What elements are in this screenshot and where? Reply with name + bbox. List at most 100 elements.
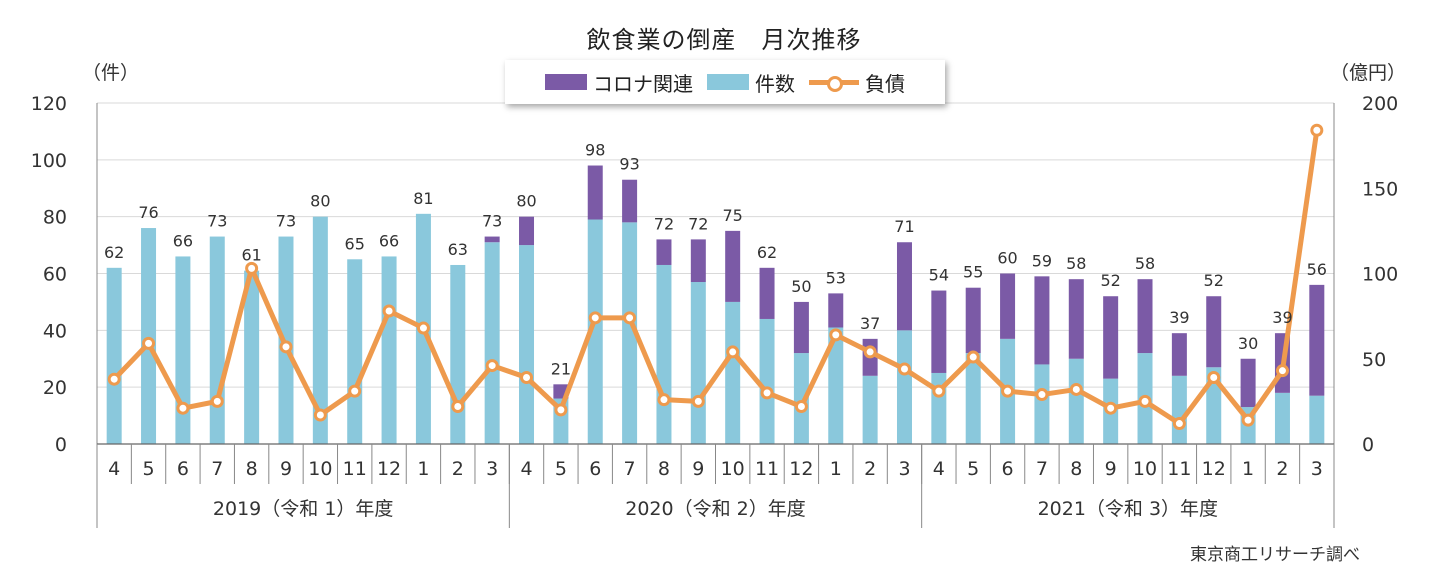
data-label-total: 72 <box>688 214 708 233</box>
legend-label-count: 件数 <box>755 71 795 96</box>
y-right-tick-label: 0 <box>1362 434 1374 456</box>
point-debt <box>1001 384 1015 398</box>
data-label-total: 58 <box>1135 254 1155 273</box>
bar-corona <box>1206 296 1222 368</box>
data-label-total: 62 <box>757 243 777 262</box>
x-tick-label: 9 <box>280 458 292 480</box>
bar-count <box>278 236 294 444</box>
bar-corona <box>519 216 535 246</box>
point-debt <box>794 399 808 413</box>
x-tick-label: 7 <box>211 458 223 480</box>
point-debt <box>142 336 156 350</box>
data-label-total: 72 <box>654 214 674 233</box>
data-label-total: 75 <box>723 206 743 225</box>
x-tick-label: 11 <box>1167 458 1191 480</box>
bar-count <box>1309 395 1325 444</box>
point-debt <box>1172 417 1186 431</box>
x-tick-label: 7 <box>1036 458 1048 480</box>
data-labels: 62 76 66 73 61 73 80 65 66 81 63 73 80 21 98 93 72 72 75 62… <box>104 141 1327 379</box>
bar-count <box>141 228 157 444</box>
data-label-total: 39 <box>1169 308 1189 327</box>
bar-corona <box>965 287 981 354</box>
legend-item-count: 件数 <box>707 68 795 97</box>
bar-count <box>793 353 809 444</box>
x-tick-label: 2 <box>864 458 876 480</box>
bar-corona <box>1034 276 1050 365</box>
bar-corona <box>1240 358 1256 408</box>
point-debt <box>760 386 774 400</box>
data-label-total: 52 <box>1100 271 1120 290</box>
bar-count <box>209 236 225 444</box>
x-tick-label: 2 <box>1276 458 1288 480</box>
x-tick-label: 12 <box>1202 458 1226 480</box>
bar-corona <box>1171 333 1187 376</box>
y-left-tick-label: 80 <box>43 207 67 229</box>
bar-count <box>965 353 981 444</box>
x-tick-label: 6 <box>177 458 189 480</box>
x-tick-label: 5 <box>142 458 154 480</box>
point-debt <box>348 384 362 398</box>
x-tick-label: 4 <box>933 458 945 480</box>
data-label-total: 73 <box>207 212 227 231</box>
bar-count <box>725 301 741 444</box>
bar-corona <box>656 239 672 265</box>
data-label-total: 21 <box>551 359 571 378</box>
data-label-total: 93 <box>619 155 639 174</box>
bar-corona <box>828 293 844 328</box>
x-tick-label: 9 <box>1105 458 1117 480</box>
point-debt <box>279 340 293 354</box>
y-right-tick-label: 200 <box>1362 93 1398 115</box>
legend-swatch-corona <box>545 74 587 90</box>
point-debt <box>554 403 568 417</box>
point-debt <box>1035 388 1049 402</box>
data-label-total: 54 <box>929 266 949 285</box>
bar-count <box>896 330 912 444</box>
point-debt <box>210 394 224 408</box>
x-tick-label: 10 <box>1133 458 1157 480</box>
point-debt <box>485 359 499 373</box>
source-note: 東京商工リサーチ調べ <box>1190 545 1360 565</box>
bar-corona <box>484 236 500 243</box>
data-label-total: 39 <box>1272 308 1292 327</box>
bar-count <box>381 256 397 444</box>
point-debt <box>932 384 946 398</box>
point-debt <box>1207 371 1221 385</box>
debt-line <box>107 123 1324 431</box>
data-label-total: 65 <box>345 234 365 253</box>
x-tick-label: 9 <box>692 458 704 480</box>
x-tick-label: 1 <box>417 458 429 480</box>
legend-item-debt: 負債 <box>809 68 905 97</box>
y-left-tick-label: 60 <box>43 264 67 286</box>
fiscal-year-label: 2020（令和 2）年度 <box>625 498 805 520</box>
data-label-total: 59 <box>1032 251 1052 270</box>
point-debt <box>897 362 911 376</box>
data-label-total: 58 <box>1066 254 1086 273</box>
data-label-total: 60 <box>997 249 1017 268</box>
x-tick-label: 4 <box>520 458 532 480</box>
bar-count <box>622 222 638 444</box>
bar-count <box>312 216 328 444</box>
bar-count <box>828 327 844 444</box>
bar-count <box>862 375 878 444</box>
bar-count <box>1274 392 1290 444</box>
bar-count <box>1171 375 1187 444</box>
data-label-total: 37 <box>860 314 880 333</box>
point-debt <box>1069 382 1083 396</box>
data-label-total: 61 <box>241 246 261 265</box>
x-tick-label: 2 <box>452 458 464 480</box>
x-tick-label: 3 <box>1311 458 1323 480</box>
point-debt <box>726 345 740 359</box>
point-debt <box>451 399 465 413</box>
bar-count <box>656 264 672 444</box>
data-label-total: 76 <box>138 203 158 222</box>
point-debt <box>863 345 877 359</box>
x-tick-label: 4 <box>108 458 120 480</box>
bar-corona <box>759 267 775 319</box>
point-debt <box>588 311 602 325</box>
point-debt <box>416 321 430 335</box>
x-tick-label: 7 <box>624 458 636 480</box>
x-tick-label: 8 <box>658 458 670 480</box>
bar-count <box>1068 358 1084 444</box>
data-label-total: 63 <box>448 240 468 259</box>
